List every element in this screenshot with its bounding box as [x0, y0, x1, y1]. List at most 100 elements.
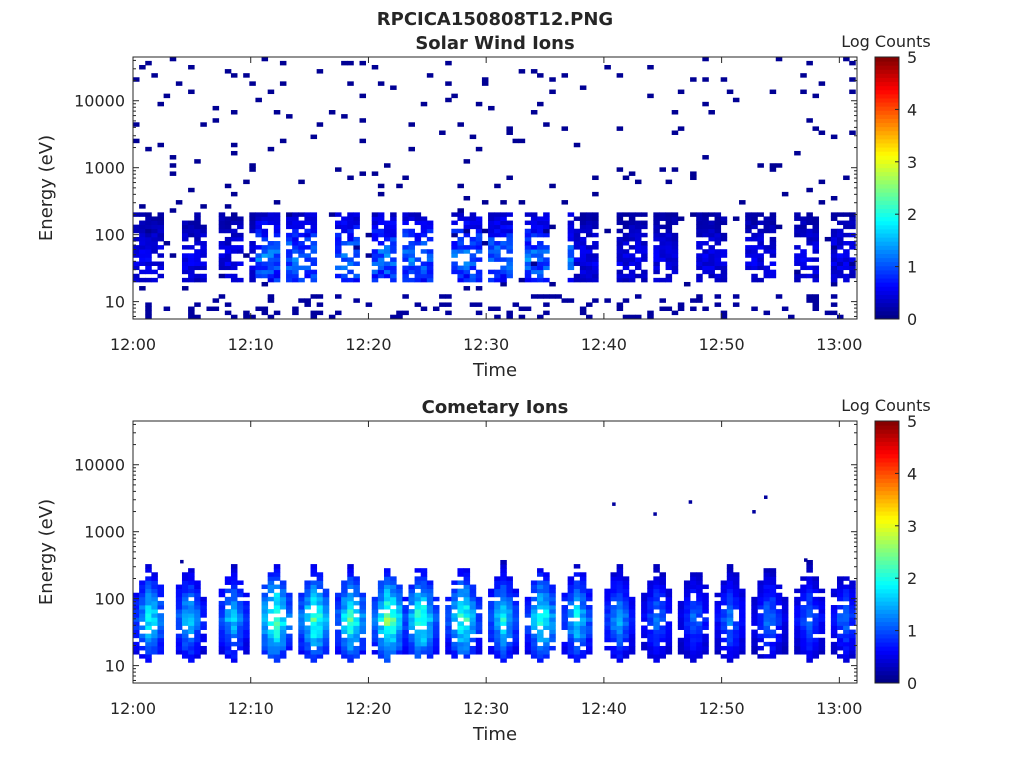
solar-wind-cell	[304, 245, 311, 250]
cometary-cell	[194, 617, 201, 622]
solar-wind-cell	[194, 273, 201, 279]
cometary-cell	[818, 629, 826, 635]
cometary-cell	[677, 613, 685, 618]
cometary-cell	[316, 572, 324, 577]
cometary-cell	[836, 654, 844, 659]
cometary-cell	[549, 596, 556, 602]
solar-wind-cell	[524, 257, 532, 262]
cometary-cell	[573, 658, 581, 663]
cometary-cell	[622, 588, 630, 594]
solar-wind-colorbar-tick-label: 2	[907, 205, 917, 224]
solar-wind-cell	[794, 269, 801, 275]
solar-wind-cell	[665, 232, 673, 238]
solar-wind-cell	[794, 232, 801, 238]
cometary-cell	[530, 584, 538, 590]
solar-wind-cell	[310, 249, 318, 254]
solar-wind-cell	[830, 245, 838, 250]
solar-wind-cell	[567, 298, 575, 303]
solar-wind-cell	[298, 245, 305, 250]
cometary-cell	[751, 613, 758, 618]
cometary-cell	[512, 650, 520, 655]
cometary-cell	[757, 645, 764, 651]
cometary-cell	[273, 596, 281, 602]
solar-wind-cell	[671, 130, 679, 135]
cometary-cell	[432, 625, 440, 630]
cometary-cell	[720, 592, 728, 598]
solar-wind-cell	[188, 253, 195, 258]
solar-wind-cell	[335, 232, 342, 238]
cometary-cell	[610, 580, 618, 585]
cometary-cell	[512, 600, 520, 606]
solar-wind-cell	[751, 236, 758, 242]
solar-wind-cell	[316, 302, 324, 307]
solar-wind-cell	[537, 228, 544, 234]
solar-wind-cell	[255, 265, 262, 271]
cometary-cell	[402, 629, 409, 635]
solar-wind-cell	[745, 224, 752, 230]
cometary-cell	[641, 596, 648, 602]
cometary-cell	[359, 637, 367, 643]
cometary-cell	[812, 641, 820, 647]
solar-wind-cell	[671, 269, 679, 275]
cometary-cell	[298, 629, 305, 635]
cometary-cell	[769, 650, 777, 655]
cometary-cell	[763, 572, 771, 577]
solar-wind-colorbar-step	[875, 61, 899, 66]
solar-wind-cell	[249, 269, 256, 275]
cometary-cell	[836, 625, 844, 630]
solar-wind-cell	[316, 294, 324, 299]
solar-wind-cell	[702, 216, 709, 221]
cometary-cell	[181, 637, 189, 643]
solar-wind-cell	[616, 277, 624, 283]
cometary-cell	[757, 625, 764, 630]
solar-wind-cell	[145, 60, 152, 66]
solar-wind-cell	[530, 261, 538, 266]
cometary-cell	[279, 645, 287, 651]
cometary-cell	[188, 572, 195, 577]
cometary-cell	[316, 641, 324, 647]
cometary-cell	[500, 576, 507, 581]
cometary-cell	[653, 658, 660, 663]
cometary-cell	[714, 637, 722, 643]
cometary-cell	[359, 645, 367, 651]
solar-wind-cell	[567, 232, 575, 238]
solar-wind-cell	[298, 298, 305, 303]
solar-wind-cell	[659, 224, 666, 230]
cometary-cell	[757, 613, 764, 618]
cometary-cell	[230, 633, 238, 639]
cometary-cell	[390, 588, 397, 594]
solar-wind-cell	[616, 261, 624, 266]
cometary-cell	[573, 645, 581, 651]
solar-wind-cell	[757, 220, 764, 226]
solar-wind-cell	[488, 245, 495, 250]
cometary-cell	[604, 617, 611, 622]
solar-wind-cell	[402, 257, 409, 262]
cometary-cell	[769, 588, 777, 594]
solar-wind-colorbar-step	[875, 69, 899, 74]
cometary-cell	[377, 588, 385, 594]
solar-wind-cell	[751, 253, 758, 258]
solar-wind-cell	[763, 273, 771, 279]
solar-wind-cell	[390, 232, 397, 238]
solar-wind-cell	[420, 249, 428, 254]
cometary-cell	[506, 613, 513, 618]
solar-wind-cell	[622, 232, 630, 238]
cometary-cell	[665, 625, 673, 630]
cometary-cell	[500, 654, 507, 659]
cometary-cell	[145, 621, 152, 626]
cometary-cell	[769, 629, 777, 635]
solar-wind-cell	[622, 212, 630, 217]
cometary-cell	[616, 613, 624, 618]
cometary-cell	[180, 559, 184, 564]
solar-wind-cell	[188, 228, 195, 234]
cometary-cell	[279, 584, 287, 590]
solar-wind-cell	[616, 269, 624, 275]
solar-wind-cell	[769, 245, 777, 250]
solar-wind-cell	[181, 277, 189, 283]
solar-wind-cell	[708, 236, 715, 242]
cometary-cell	[408, 625, 415, 630]
cometary-cell	[506, 584, 513, 590]
solar-wind-cell	[212, 298, 220, 303]
solar-wind-cell	[806, 273, 813, 279]
